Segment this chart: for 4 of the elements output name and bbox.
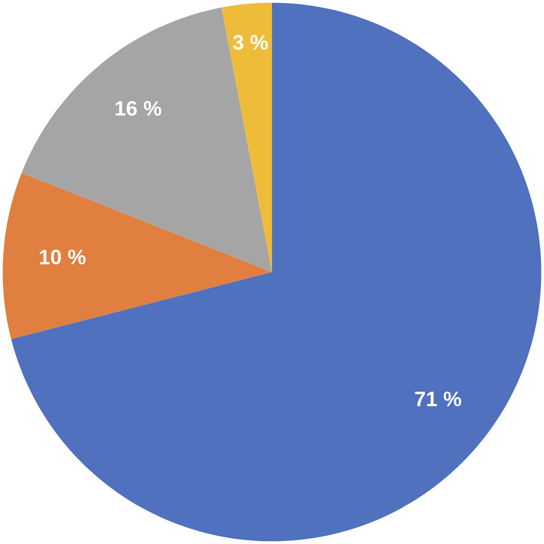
data-label: 16 % bbox=[116, 100, 162, 116]
data-label: 10 % bbox=[40, 250, 86, 264]
data-label: 3 % bbox=[232, 34, 268, 50]
data-label: 71 % bbox=[415, 392, 462, 406]
